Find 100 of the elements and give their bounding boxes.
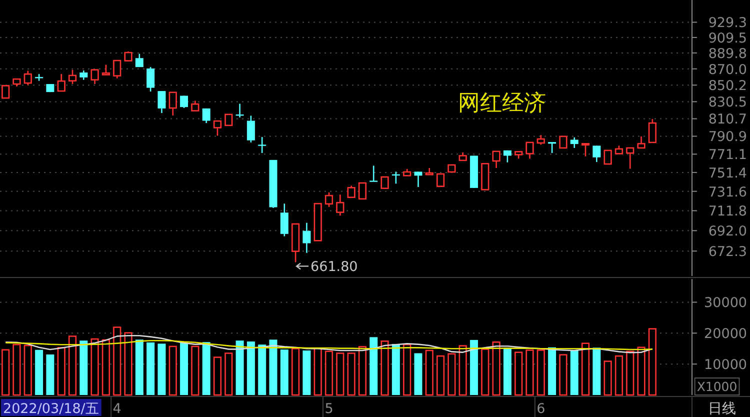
candlestick — [492, 150, 500, 169]
bar — [414, 353, 422, 395]
candlestick — [436, 173, 445, 187]
text: 网红经济 — [458, 90, 546, 115]
x-tick-label: 5 — [324, 401, 334, 417]
bar — [224, 352, 233, 396]
candlestick — [302, 222, 311, 254]
bar — [392, 344, 400, 395]
candlestick — [347, 184, 356, 198]
bar — [548, 347, 556, 395]
bar — [35, 350, 44, 395]
bar — [570, 350, 578, 395]
annotation: 661.80 — [310, 259, 358, 276]
candlestick — [581, 143, 590, 157]
candlestick — [224, 114, 233, 126]
bar — [380, 340, 389, 396]
bar — [113, 326, 122, 396]
bar — [403, 344, 412, 396]
y-tick-label: 711.8 — [708, 204, 747, 220]
candlestick — [336, 194, 344, 216]
candlestick — [180, 95, 188, 109]
bar — [425, 350, 434, 396]
bar — [269, 340, 278, 395]
candlestick — [246, 115, 255, 144]
y-tick-label: 771.1 — [708, 147, 747, 164]
bar — [436, 355, 445, 396]
bar — [358, 346, 367, 396]
candlestick — [68, 69, 77, 85]
candlestick — [637, 136, 646, 149]
bar — [324, 350, 334, 396]
bar — [492, 341, 500, 396]
bar — [12, 344, 21, 396]
candlestick — [113, 60, 122, 80]
bar — [626, 350, 634, 396]
candlestick — [380, 176, 389, 189]
candlestick — [626, 147, 634, 170]
candlestick — [559, 136, 568, 149]
candlestick — [102, 64, 110, 76]
x-tick-label: 6 — [536, 401, 546, 417]
candlestick — [258, 136, 266, 154]
candlestick — [280, 202, 288, 237]
bar — [526, 349, 534, 396]
bar — [458, 345, 467, 396]
candlestick — [124, 50, 132, 62]
bar — [648, 328, 656, 396]
bar — [146, 342, 155, 395]
y-tick-label: 20000 — [704, 326, 747, 342]
candlestick — [592, 145, 601, 163]
bar — [347, 352, 356, 396]
bar — [124, 332, 132, 396]
candlestick — [158, 90, 166, 114]
bar — [135, 340, 144, 395]
candlestick — [90, 69, 99, 85]
y-tick-label: 870.0 — [708, 62, 747, 78]
bar — [604, 360, 612, 396]
y-tick-label: 731.6 — [708, 184, 747, 200]
y-tick-label: 889.8 — [708, 46, 747, 62]
candlestick — [414, 171, 422, 188]
bar — [246, 341, 255, 395]
bar — [191, 346, 200, 396]
candlestick — [570, 136, 578, 149]
x-tick-label: 4 — [112, 401, 122, 417]
bar — [514, 352, 523, 396]
bar — [168, 346, 177, 396]
bar — [314, 348, 322, 396]
candlestick — [202, 108, 210, 124]
bar — [102, 339, 110, 396]
bar — [46, 354, 54, 395]
bar — [336, 352, 344, 396]
bar — [614, 355, 624, 396]
bar — [213, 356, 222, 396]
bar — [581, 342, 590, 396]
candlestick — [648, 118, 656, 144]
bar — [448, 353, 456, 396]
line-series — [4, 340, 654, 350]
y-tick-label: 929.3 — [708, 15, 747, 32]
candlestick — [168, 92, 177, 116]
y-tick-label: 30000 — [704, 295, 747, 312]
candlestick — [146, 66, 155, 92]
y-tick-label: 692.0 — [708, 224, 747, 240]
bar — [592, 348, 601, 395]
candlestick — [604, 150, 612, 165]
bar — [280, 350, 288, 395]
y-tick-label: 850.2 — [708, 78, 747, 94]
bar — [258, 344, 266, 395]
bar — [68, 336, 77, 396]
y-tick-label: 810.7 — [708, 112, 747, 128]
candlestick — [57, 73, 66, 92]
candlestick — [135, 53, 144, 68]
y-tick-label: 790.9 — [708, 129, 747, 146]
bar — [302, 350, 311, 395]
y-tick-label: 909.5 — [708, 30, 747, 46]
bar — [57, 347, 66, 396]
candlestick — [80, 70, 88, 80]
y-tick-label: 10000 — [704, 357, 747, 374]
bar — [559, 354, 568, 396]
y-tick-label: 672.3 — [708, 244, 747, 260]
candlestick — [191, 100, 200, 112]
candlestick — [324, 192, 334, 208]
bar — [158, 344, 166, 395]
